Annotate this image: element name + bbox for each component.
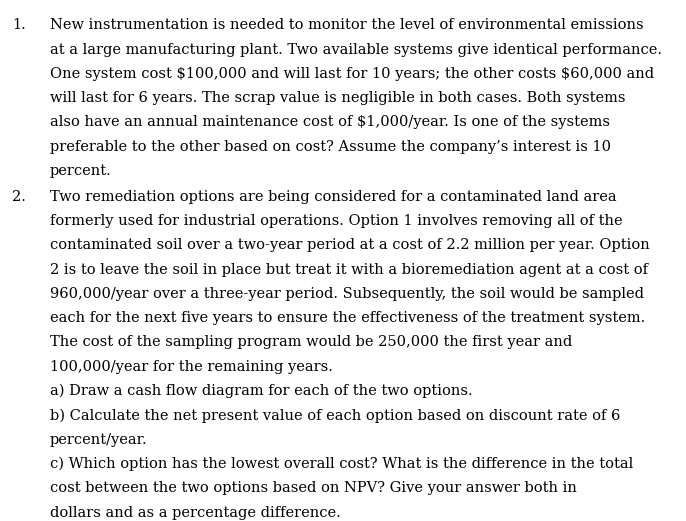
Text: The cost of the sampling program would be 250,000 the first year and: The cost of the sampling program would b… bbox=[50, 336, 572, 350]
Text: 100,000/year for the remaining years.: 100,000/year for the remaining years. bbox=[50, 359, 333, 374]
Text: also have an annual maintenance cost of $1,000/year. Is one of the systems: also have an annual maintenance cost of … bbox=[50, 116, 610, 129]
Text: b) Calculate the net present value of each option based on discount rate of 6: b) Calculate the net present value of ea… bbox=[50, 408, 620, 423]
Text: One system cost $100,000 and will last for 10 years; the other costs $60,000 and: One system cost $100,000 and will last f… bbox=[50, 67, 654, 81]
Text: a) Draw a cash flow diagram for each of the two options.: a) Draw a cash flow diagram for each of … bbox=[50, 384, 473, 399]
Text: 1.: 1. bbox=[12, 18, 26, 32]
Text: c) Which option has the lowest overall cost? What is the difference in the total: c) Which option has the lowest overall c… bbox=[50, 457, 633, 472]
Text: New instrumentation is needed to monitor the level of environmental emissions: New instrumentation is needed to monitor… bbox=[50, 18, 643, 32]
Text: 960,000/year over a three-year period. Subsequently, the soil would be sampled: 960,000/year over a three-year period. S… bbox=[50, 287, 644, 301]
Text: at a large manufacturing plant. Two available systems give identical performance: at a large manufacturing plant. Two avai… bbox=[50, 43, 662, 57]
Text: cost between the two options based on NPV? Give your answer both in: cost between the two options based on NP… bbox=[50, 481, 577, 495]
Text: 2.: 2. bbox=[12, 190, 26, 204]
Text: dollars and as a percentage difference.: dollars and as a percentage difference. bbox=[50, 505, 341, 519]
Text: percent.: percent. bbox=[50, 164, 112, 178]
Text: Two remediation options are being considered for a contaminated land area: Two remediation options are being consid… bbox=[50, 190, 617, 204]
Text: each for the next five years to ensure the effectiveness of the treatment system: each for the next five years to ensure t… bbox=[50, 311, 646, 325]
Text: 2 is to leave the soil in place but treat it with a bioremediation agent at a co: 2 is to leave the soil in place but trea… bbox=[50, 263, 648, 277]
Text: percent/year.: percent/year. bbox=[50, 432, 147, 446]
Text: preferable to the other based on cost? Assume the company’s interest is 10: preferable to the other based on cost? A… bbox=[50, 140, 611, 154]
Text: contaminated soil over a two-year period at a cost of 2.2 million per year. Opti: contaminated soil over a two-year period… bbox=[50, 238, 650, 252]
Text: formerly used for industrial operations. Option 1 involves removing all of the: formerly used for industrial operations.… bbox=[50, 214, 623, 228]
Text: will last for 6 years. The scrap value is negligible in both cases. Both systems: will last for 6 years. The scrap value i… bbox=[50, 91, 626, 105]
